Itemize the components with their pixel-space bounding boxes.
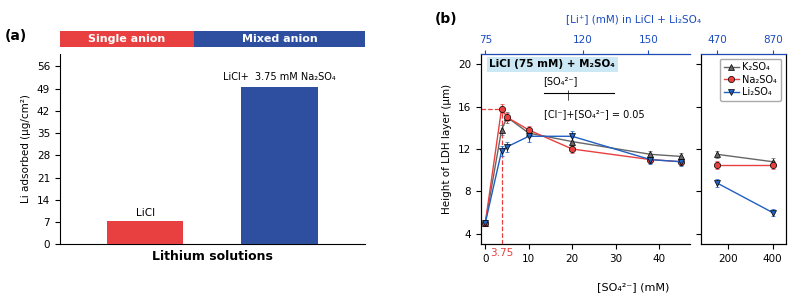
Text: Single anion: Single anion [89, 34, 166, 44]
Bar [241, 87, 318, 244]
Text: LiCl: LiCl [136, 208, 155, 218]
Text: LiCl+  3.75 mM Na₂SO₄: LiCl+ 3.75 mM Na₂SO₄ [223, 72, 336, 82]
Text: (b): (b) [435, 12, 457, 26]
X-axis label: Lithium solutions: Lithium solutions [152, 250, 273, 263]
Text: [SO₄²⁻]: [SO₄²⁻] [543, 76, 578, 86]
Text: [Li⁺] (mM) in LiCl + Li₂SO₄: [Li⁺] (mM) in LiCl + Li₂SO₄ [566, 14, 701, 24]
Y-axis label: Li adsorbed (μg/cm²): Li adsorbed (μg/cm²) [22, 94, 31, 204]
Text: [Cl⁻]+[SO₄²⁻] = 0.05: [Cl⁻]+[SO₄²⁻] = 0.05 [543, 109, 644, 119]
Y-axis label: Height of LDH layer (μm): Height of LDH layer (μm) [442, 84, 452, 214]
Text: LiCl (75 mM) + M₂SO₄: LiCl (75 mM) + M₂SO₄ [489, 59, 615, 69]
Legend: K₂SO₄, Na₂SO₄, Li₂SO₄: K₂SO₄, Na₂SO₄, Li₂SO₄ [720, 58, 781, 101]
Text: 3.75: 3.75 [490, 248, 513, 257]
Text: [SO₄²⁻] (mM): [SO₄²⁻] (mM) [597, 282, 670, 292]
Text: (a): (a) [5, 29, 27, 43]
Text: Mixed anion: Mixed anion [242, 34, 318, 44]
Bar [107, 221, 184, 244]
